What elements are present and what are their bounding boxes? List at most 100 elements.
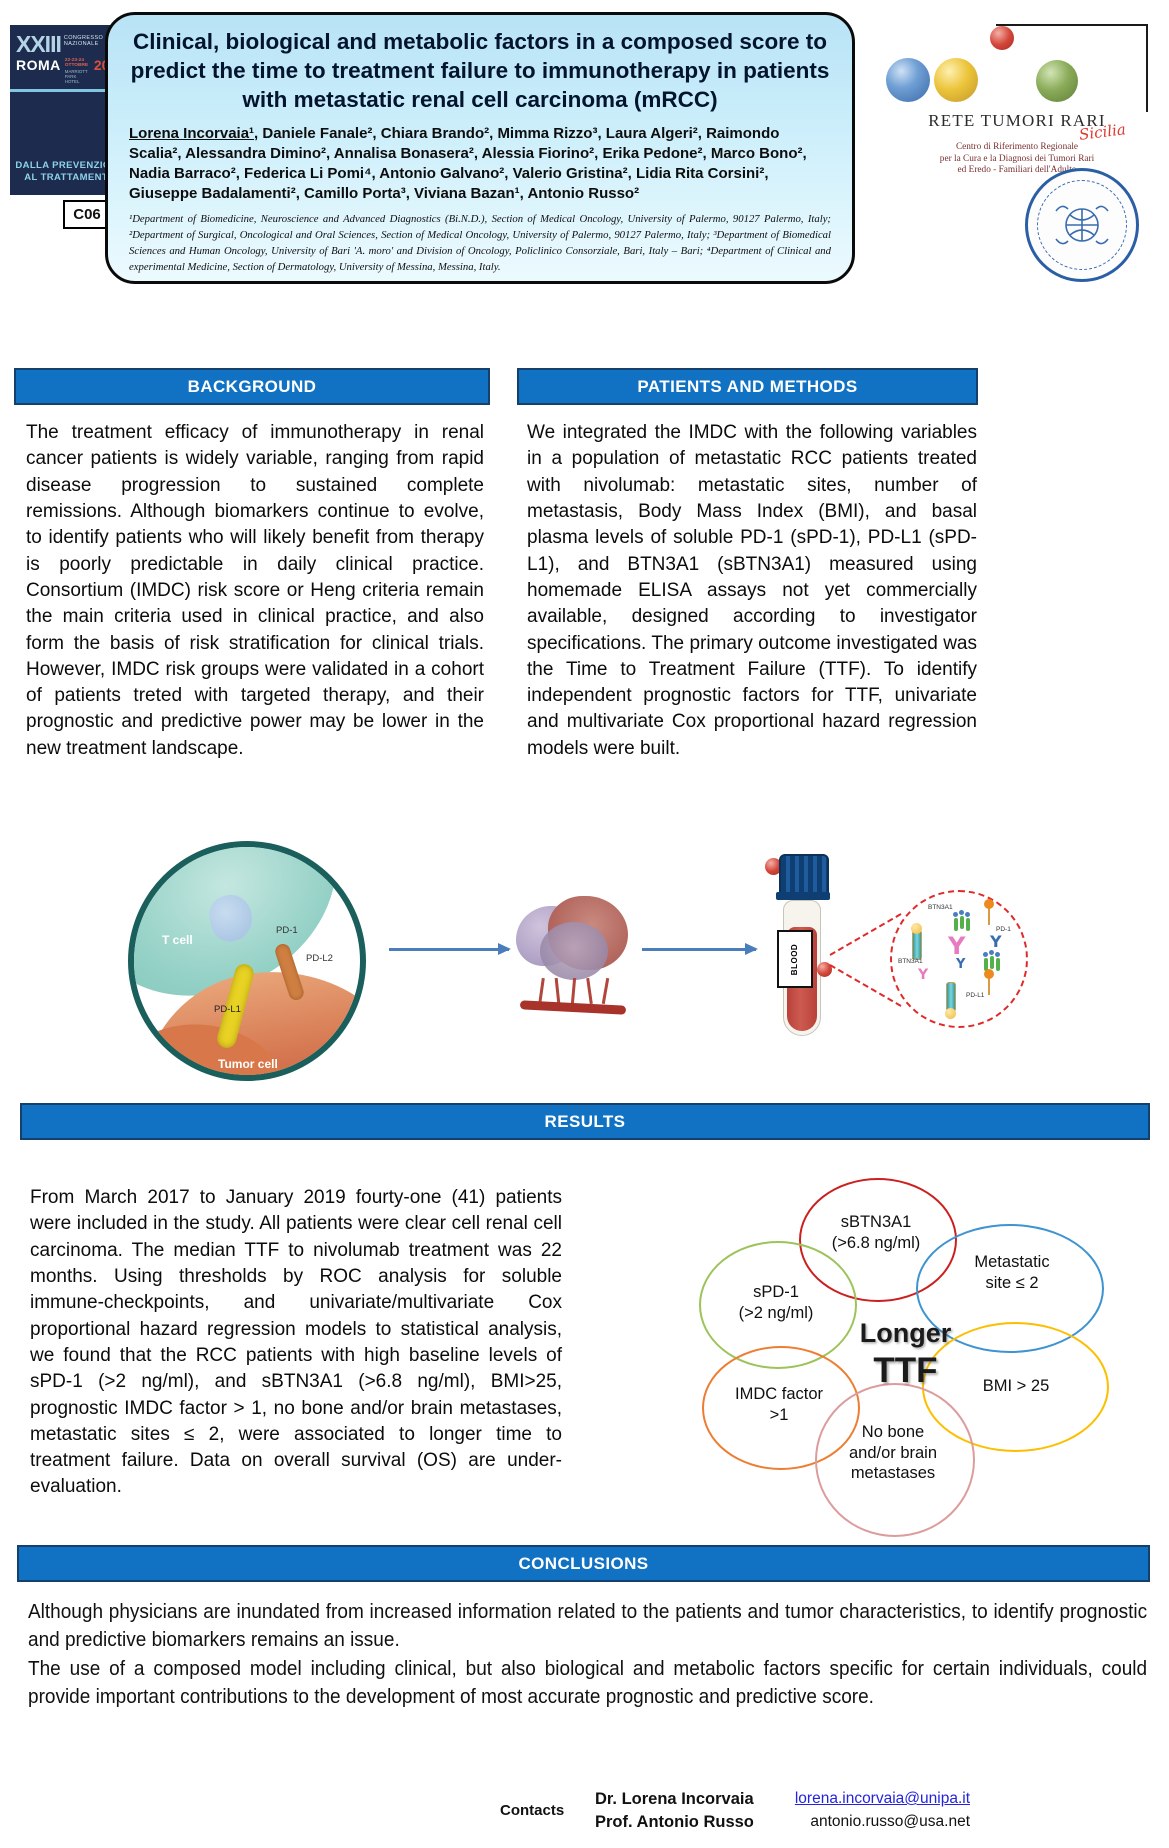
email-link-lorena[interactable]: lorena.incorvaia@unipa.it	[794, 1790, 970, 1807]
pdl1-rod-icon	[945, 982, 956, 1019]
blue-antibody-small-icon: Y	[956, 957, 966, 972]
tumor-vessel	[586, 977, 593, 1005]
flow-arrow-2-icon	[642, 943, 758, 955]
conclusions-paragraph-1: Although physicians are inundated from i…	[28, 1601, 1148, 1652]
methods-section-header: PATIENTS AND METHODS	[517, 368, 978, 405]
seal-emblem-art	[1055, 205, 1109, 245]
contact-person-2: Prof. Antonio Russo	[595, 1813, 754, 1832]
pd1-molecule-icon-2	[984, 969, 994, 995]
tumor-vessel	[554, 977, 561, 1005]
email-antonio: antonio.russo@usa.net	[810, 1812, 970, 1830]
blood-drop-sphere-1	[765, 858, 782, 875]
venn-label-imdc: IMDC factor >1	[734, 1385, 823, 1424]
flow-arrow-1-icon	[389, 943, 511, 955]
tube-label: BLOOD	[777, 930, 813, 988]
pdl1-molecule-label: PD-L1	[966, 992, 985, 999]
methods-text: We integrated the IMDC with the followin…	[527, 422, 977, 759]
blood-tube-illustration: BLOOD	[765, 848, 839, 1040]
btn3a1-left-label: BTN3A1	[898, 958, 923, 965]
aiom-congresso-nazionale: CONGRESSO NAZIONALE	[63, 35, 104, 48]
poster-code-badge: C06	[63, 200, 111, 229]
tumor-vessel-base	[519, 1000, 627, 1015]
pdl2-label: PD-L2	[306, 953, 333, 964]
tube-label-text: BLOOD	[790, 943, 800, 975]
venn-label-spd1: sPD-1 (>2 ng/ml)	[738, 1283, 814, 1322]
lead-author: Lorena Incorvaia¹	[129, 125, 255, 143]
venn-label-sbtn3a1: sBTN3A1 (>6.8 ng/ml)	[831, 1213, 921, 1252]
aiom-divider-line	[10, 88, 130, 92]
aiom-venue: MARRIOTT PARK HOTEL	[64, 68, 88, 84]
tumor-vessel	[570, 977, 577, 1005]
coauthors: , Daniele Fanale², Chiara Brando², Mimma…	[129, 125, 807, 202]
btn3a1-trimer-icon-2	[983, 952, 988, 971]
pd1-label: PD-1	[276, 925, 298, 936]
pdl1-label: PD-L1	[214, 1004, 241, 1015]
tumor-mass-illustration	[516, 896, 634, 1015]
aiom-dates: 22-23-24 OTTOBRE	[64, 57, 89, 69]
results-section-header: RESULTS	[20, 1103, 1150, 1140]
pd1-molecule-icon	[984, 899, 994, 925]
tube-cap-brim	[776, 892, 830, 900]
results-text: From March 2017 to January 2019 fourty-o…	[30, 1187, 562, 1498]
pink-antibody-small-icon: Y	[918, 967, 929, 983]
conclusions-paragraph-2: The use of a composed model including cl…	[28, 1657, 1148, 1709]
btn3a1-top-label: BTN3A1	[928, 904, 953, 911]
venn-label-bmi: BMI > 25	[982, 1377, 1050, 1395]
prognostic-factors-venn-diagram: sBTN3A1 (>6.8 ng/ml) sPD-1 (>2 ng/ml) Me…	[660, 1160, 1165, 1545]
aiom-congresso: CONGRESSO	[63, 35, 104, 41]
rtr-red-sphere	[990, 26, 1014, 50]
aiom-date-venue: 22-23-24 OTTOBRE MARRIOTT PARK HOTEL	[65, 58, 89, 84]
contact-names: Dr. Lorena Incorvaia Prof. Antonio Russo	[595, 1788, 754, 1835]
contact-emails: lorena.incorvaia@unipa.it antonio.russo@…	[775, 1788, 970, 1834]
rtr-green-sphere	[1036, 60, 1078, 102]
tube-cap	[779, 854, 829, 896]
conclusions-text: Although physicians are inundated from i…	[28, 1598, 1147, 1712]
background-text: The treatment efficacy of immunotherapy …	[26, 422, 484, 759]
conclusions-section-header: CONCLUSIONS	[17, 1545, 1150, 1582]
venn-label-no-bone: No bone and/or brain metastases	[848, 1423, 938, 1483]
background-section-header: BACKGROUND	[14, 368, 490, 405]
blue-antibody-icon: Y	[990, 932, 1002, 951]
contact-person-1: Dr. Lorena Incorvaia	[595, 1790, 754, 1808]
pink-antibody-icon: Y	[948, 932, 966, 960]
venn-center-line2: TTF	[873, 1351, 938, 1390]
seal-inner-ring	[1037, 180, 1127, 270]
rtr-subtitle-line3: ed Eredo - Familiari dell'Adulto	[957, 165, 1077, 176]
blood-drop-sphere-2	[817, 962, 832, 977]
rtr-subtitle: Centro di Riferimento Regionale per la C…	[868, 142, 1166, 177]
authors-line: Lorena Incorvaia¹, Daniele Fanale², Chia…	[129, 124, 831, 203]
contacts-label: Contacts	[500, 1802, 565, 1819]
tumor-vessel	[601, 977, 610, 1005]
aiom-roma: ROMA	[16, 56, 61, 73]
t-cell-label: T cell	[162, 933, 193, 947]
rtr-subtitle-line1: Centro di Riferimento Regionale	[955, 142, 1079, 152]
rtr-blue-sphere	[886, 58, 930, 102]
venn-center-text: Longer TTF	[828, 1318, 983, 1391]
venn-label-metastatic-site: Metastatic site ≤ 2	[974, 1253, 1050, 1292]
university-seal	[1025, 168, 1139, 282]
rtr-wordmark: RETE TUMORI RARI	[928, 111, 1106, 130]
rete-tumori-rari-logo: RETE TUMORI RARI Sicilia Centro di Rifer…	[868, 16, 1166, 175]
tumor-cell-label: Tumor cell	[218, 1057, 278, 1071]
venn-ellipse-no-bone	[815, 1383, 975, 1537]
venn-center-line1: Longer	[859, 1318, 952, 1348]
aiom-tagline: DALLA PREVENZIONE AL TRATTAMENTO	[10, 160, 130, 183]
rtr-corner-frame	[996, 24, 1148, 112]
tumor-blob-3	[540, 922, 608, 980]
btn3a1-rod-icon	[911, 923, 922, 960]
rtr-yellow-sphere	[934, 58, 978, 102]
affiliations: ¹Department of Biomedicine, Neuroscience…	[129, 212, 831, 273]
rtr-subtitle-line2: per la Cura e la Diagnosi dei Tumori Rar…	[939, 153, 1095, 164]
title-box: Clinical, biological and metabolic facto…	[105, 12, 855, 284]
aiom-numeral: XXIII	[16, 31, 62, 57]
aiom-nazionale: NAZIONALE	[63, 40, 99, 47]
tcell-tumor-interaction-figure: T cell PD-1 PD-L2 PD-L1 Tumor cell	[128, 841, 366, 1081]
aiom-tagline-line2: AL TRATTAMENTO	[24, 171, 116, 183]
tumor-vessel	[538, 977, 545, 1005]
aiom-tagline-line1: DALLA PREVENZIONE	[15, 160, 125, 172]
poster-title: Clinical, biological and metabolic facto…	[130, 29, 830, 112]
soluble-molecules-circle: BTN3A1 PD-1 Y Y BTN3A1 Y Y PD-L1	[890, 890, 1028, 1028]
btn3a1-trimer-icon	[953, 912, 958, 931]
pd1-molecule-label: PD-1	[996, 926, 1011, 933]
